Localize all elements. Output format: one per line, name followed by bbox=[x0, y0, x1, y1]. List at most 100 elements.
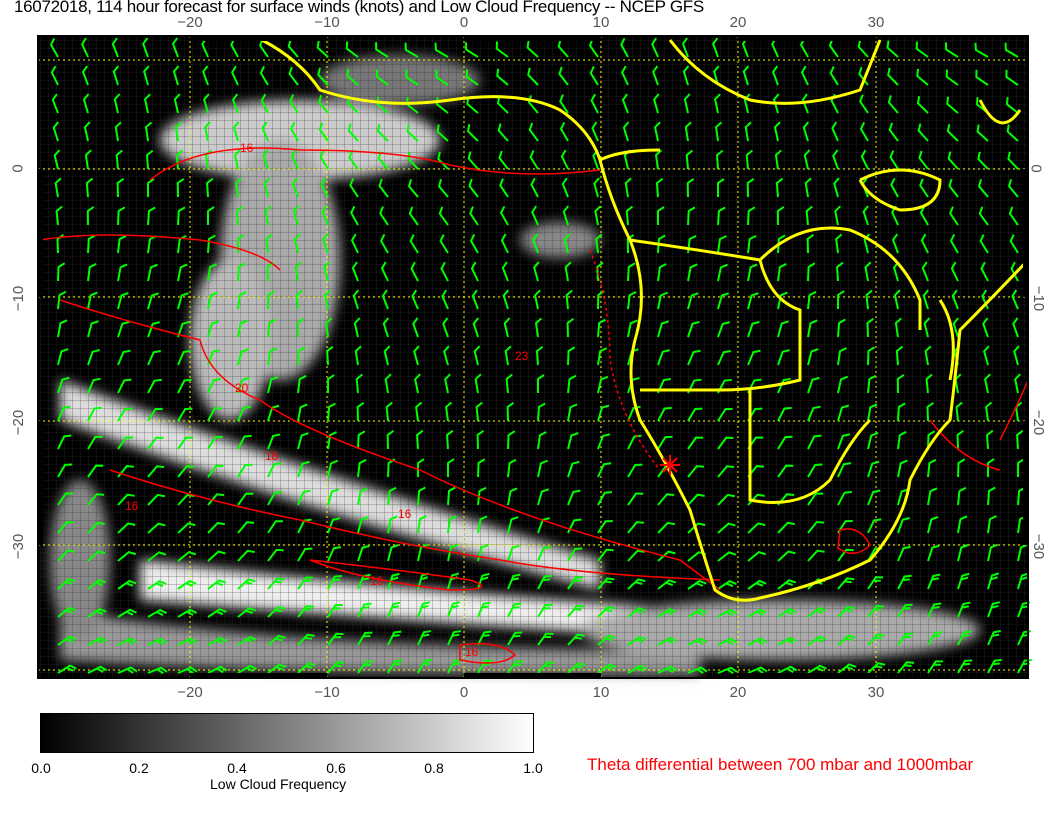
wind-barb bbox=[237, 319, 248, 338]
wind-barb bbox=[984, 373, 991, 394]
wind-barb bbox=[957, 458, 966, 478]
wind-barb bbox=[927, 430, 936, 450]
theta-contours bbox=[39, 147, 1029, 664]
wind-barb bbox=[567, 662, 586, 674]
wind-barb bbox=[987, 486, 996, 506]
wind-barb bbox=[597, 491, 613, 506]
wind-barb bbox=[591, 121, 599, 142]
wind-barb bbox=[923, 317, 931, 338]
wind-barb bbox=[297, 346, 306, 366]
wind-barb bbox=[888, 122, 899, 142]
wind-barb bbox=[527, 95, 539, 114]
wind-barb bbox=[464, 42, 479, 58]
wind-barb bbox=[982, 317, 989, 338]
wind-barb bbox=[597, 663, 617, 674]
wind-barb bbox=[357, 516, 369, 534]
wind-barb bbox=[297, 547, 313, 562]
wind-barb bbox=[177, 637, 198, 646]
wind-barb bbox=[232, 121, 240, 142]
wind-barb bbox=[297, 633, 315, 646]
wind-barb bbox=[321, 205, 329, 226]
wind-barb bbox=[289, 94, 299, 114]
wind-barb bbox=[803, 149, 811, 170]
wind-barb bbox=[117, 637, 138, 646]
wind-barb bbox=[559, 121, 569, 142]
wind-barb bbox=[507, 660, 524, 674]
wind-barb bbox=[887, 95, 899, 114]
wind-barb bbox=[657, 234, 666, 254]
wind-barb bbox=[597, 548, 614, 562]
wind-barb bbox=[57, 348, 69, 366]
wind-barb bbox=[747, 579, 767, 590]
wind-barb bbox=[295, 289, 303, 310]
wind-barb bbox=[717, 522, 736, 534]
wind-barb bbox=[327, 402, 336, 422]
wind-barb bbox=[747, 637, 768, 646]
wind-barb bbox=[657, 406, 672, 422]
wind-barb bbox=[262, 149, 269, 170]
wind-barb bbox=[412, 317, 419, 338]
wind-barb bbox=[897, 603, 913, 618]
wind-barb bbox=[434, 42, 449, 58]
wind-barb bbox=[147, 436, 164, 450]
wind-barb bbox=[49, 37, 59, 58]
wind-barb bbox=[117, 407, 133, 422]
wind-barb bbox=[496, 95, 509, 114]
wind-barb bbox=[87, 607, 107, 618]
wind-barb bbox=[237, 434, 252, 450]
wind-barb bbox=[683, 93, 691, 114]
wind-barb bbox=[597, 606, 616, 618]
wind-barb bbox=[807, 492, 824, 506]
wind-barb bbox=[326, 345, 334, 366]
wind-barb bbox=[627, 319, 638, 338]
wind-barb bbox=[57, 463, 73, 478]
wind-barb bbox=[947, 151, 959, 170]
wind-barb bbox=[562, 205, 570, 226]
wind-barb bbox=[916, 96, 929, 114]
wind-barb bbox=[717, 580, 737, 590]
wind-barb bbox=[925, 373, 933, 394]
wind-barb bbox=[863, 233, 871, 254]
wind-barb bbox=[1009, 234, 1019, 254]
wind-barb bbox=[747, 666, 768, 674]
wind-barb bbox=[627, 405, 641, 422]
wind-barb bbox=[177, 551, 197, 562]
wind-barb bbox=[773, 121, 781, 142]
wind-barb bbox=[624, 177, 632, 198]
wind-barb bbox=[327, 488, 340, 506]
wind-barb bbox=[897, 459, 908, 478]
wind-barb bbox=[858, 66, 869, 86]
wind-barb bbox=[807, 434, 822, 450]
wind-barb bbox=[408, 206, 419, 226]
wind-barb bbox=[437, 151, 449, 170]
wind-barb bbox=[627, 607, 647, 618]
wind-barb bbox=[622, 121, 630, 142]
wind-barb bbox=[439, 234, 449, 254]
wind-barb bbox=[477, 486, 487, 506]
wind-barb bbox=[957, 659, 973, 674]
wind-barb bbox=[237, 405, 251, 422]
wind-barb bbox=[867, 403, 878, 422]
wind-barb bbox=[987, 458, 995, 478]
contour-legend: Theta differential between 700 mbar and … bbox=[587, 755, 974, 774]
wind-barb bbox=[177, 349, 191, 366]
wind-barb bbox=[288, 66, 299, 86]
wind-barb bbox=[207, 263, 217, 282]
wind-barb bbox=[417, 659, 432, 674]
wind-barb bbox=[503, 317, 511, 338]
wind-barb bbox=[777, 665, 798, 674]
wind-barb bbox=[717, 206, 726, 226]
wind-barb bbox=[717, 350, 731, 366]
wind-barb bbox=[407, 179, 419, 198]
wind-barb bbox=[147, 206, 156, 226]
wind-barb bbox=[117, 608, 137, 618]
wind-barb bbox=[417, 486, 426, 506]
wind-barb bbox=[468, 178, 479, 198]
wind-barb bbox=[859, 121, 869, 142]
wind-barb bbox=[714, 121, 723, 142]
wind-barb bbox=[436, 124, 449, 142]
lon-tick-top: 10 bbox=[592, 14, 610, 31]
wind-barb bbox=[349, 178, 359, 198]
wind-barb bbox=[651, 37, 659, 58]
wind-barb bbox=[774, 149, 782, 170]
